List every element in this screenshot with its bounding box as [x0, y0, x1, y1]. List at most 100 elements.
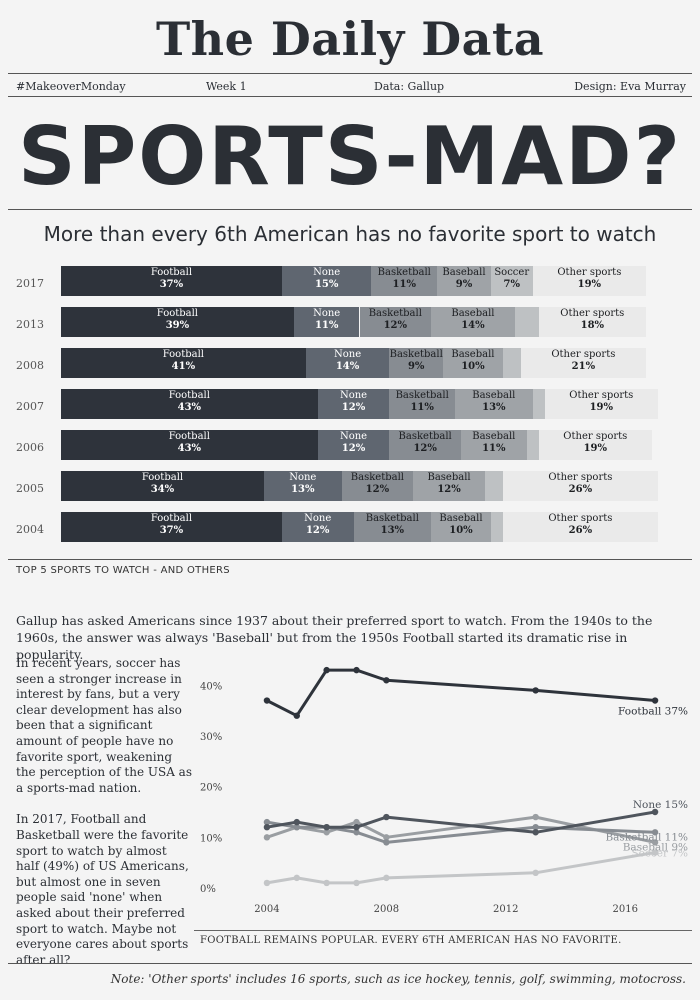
segment-name-label: Football: [141, 472, 184, 483]
bar-segment-basketball-2008: Basketball 9%: [389, 348, 444, 378]
segment-value-label: 13%: [380, 525, 405, 536]
segment-value-label: 14%: [461, 320, 485, 331]
data-point-soccer: [383, 874, 390, 882]
masthead-bottom-rule: [8, 96, 692, 97]
segment-name-label: Baseball: [442, 267, 486, 278]
series-line-soccer: [266, 851, 656, 885]
series-end-label-basketball: Basketball 11%: [605, 831, 688, 843]
data-point-football: [263, 697, 271, 704]
year-label-2006: 2006: [16, 441, 44, 454]
segment-name-label: Football: [168, 390, 210, 401]
segment-name-label: Basketball: [377, 267, 431, 278]
series-end-label-football: Football 37%: [618, 706, 688, 718]
x-tick-label: 2012: [493, 904, 518, 915]
bar-segment-baseball-2006: Baseball 11%: [460, 430, 527, 460]
bar-segment-baseball-2008: Baseball 10%: [443, 348, 503, 378]
segment-value-label: 43%: [177, 402, 202, 413]
segment-value-label: 15%: [314, 279, 339, 290]
intro-paragraph: Gallup has asked Americans since 1937 ab…: [16, 613, 653, 662]
data-point-soccer: [323, 879, 330, 887]
segment-value-label: 13%: [291, 484, 315, 495]
bar-segment-baseball-2017: Baseball 9%: [437, 266, 491, 296]
bar-segment-other-sports-2005: Other sports 26%: [502, 471, 658, 501]
bar-segment-football-2008: Football 41%: [61, 348, 306, 378]
bar-segment-other-sports-2007: Other sports 19%: [544, 389, 658, 419]
y-tick-label: 10%: [200, 833, 222, 844]
bar-segment-soccer-2008: [502, 348, 521, 378]
segment-name-label: Soccer: [494, 267, 530, 278]
footnote: Note: 'Other sports' includes 16 sports,…: [110, 972, 686, 986]
segment-value-label: 43%: [177, 443, 202, 454]
bar-segment-other-sports-2006: Other sports 19%: [538, 430, 653, 460]
source-label: Data: Gallup: [374, 80, 445, 93]
bar-segment-other-sports-2013: Other sports 18%: [538, 307, 647, 337]
segment-name-label: Basketball: [395, 390, 449, 401]
data-point-basketball: [293, 824, 300, 831]
y-tick-label: 40%: [200, 681, 222, 692]
segment-value-label: 39%: [165, 320, 190, 331]
headline: SPORTS-MAD?: [18, 110, 682, 203]
y-tick-label: 20%: [200, 783, 222, 794]
data-point-baseball: [383, 834, 390, 841]
stacked-bar-chart: 2017 Football 37% None 15% Basketball 11% Baseb…: [0, 262, 700, 552]
y-tick-label: 0%: [200, 884, 216, 895]
side-text: In recent years, soccer has seen a stron…: [16, 656, 192, 984]
segment-value-label: 7%: [503, 279, 520, 290]
segment-value-label: 9%: [455, 279, 473, 290]
series-end-label-none: None 15%: [633, 799, 688, 811]
data-point-soccer: [263, 879, 271, 887]
segment-name-label: Baseball: [439, 513, 483, 524]
segment-name-label: Football: [168, 431, 210, 442]
data-point-baseball: [353, 818, 360, 826]
data-point-basketball: [532, 824, 539, 831]
segment-name-label: Football: [150, 513, 193, 524]
segment-value-label: 11%: [482, 443, 506, 454]
segment-value-label: 12%: [341, 443, 366, 454]
segment-name-label: Football: [156, 308, 199, 319]
segment-name-label: Football: [150, 267, 193, 278]
year-label-2005: 2005: [16, 482, 44, 495]
segment-name-label: None: [304, 513, 332, 524]
segment-name-label: Basketball: [398, 431, 452, 442]
segment-value-label: 12%: [437, 484, 461, 495]
line-chart-rule: [194, 930, 692, 931]
data-point-basketball: [353, 829, 360, 836]
segment-name-label: Baseball: [451, 349, 495, 360]
bar-segment-football-2005: Football 34%: [61, 471, 264, 501]
bar-segment-baseball-2013: Baseball 14%: [431, 307, 515, 337]
hashtag-label: #MakeoverMonday: [16, 80, 126, 93]
series-end-label-baseball: Baseball 9%: [623, 841, 688, 853]
bar-segment-other-sports-2004: Other sports 26%: [502, 512, 658, 542]
segment-value-label: 9%: [407, 361, 425, 372]
week-label: Week 1: [206, 80, 247, 93]
data-point-football: [383, 677, 390, 684]
segment-name-label: Basketball: [350, 472, 404, 483]
side-paragraph-2: In 2017, Football and Basketball were th…: [16, 812, 189, 967]
data-point-none: [293, 818, 300, 826]
segment-value-label: 11%: [392, 279, 416, 290]
data-point-football: [651, 697, 659, 704]
bar-segment-none-2013: None 11%: [293, 307, 360, 337]
bar-segment-other-sports-2017: Other sports 19%: [532, 266, 647, 296]
data-point-basketball: [651, 829, 659, 836]
segment-value-label: 41%: [171, 361, 196, 372]
data-point-none: [651, 808, 659, 816]
segment-value-label: 26%: [568, 525, 593, 536]
data-point-baseball: [263, 834, 271, 841]
segment-name-label: Baseball: [472, 390, 516, 401]
bar-segment-none-2008: None 14%: [305, 348, 390, 378]
year-label-2017: 2017: [16, 277, 44, 290]
data-point-football: [323, 666, 330, 674]
data-point-baseball: [532, 813, 539, 821]
segment-name-label: Basketball: [368, 308, 422, 319]
bar-segment-soccer-2007: [532, 389, 545, 419]
data-point-soccer: [293, 874, 300, 882]
footer-rule: [8, 963, 692, 964]
segment-name-label: Other sports: [560, 308, 625, 319]
side-paragraph-1: In recent years, soccer has seen a stron…: [16, 656, 192, 795]
segment-value-label: 12%: [413, 443, 437, 454]
segment-name-label: Other sports: [548, 472, 613, 483]
segment-name-label: None: [313, 267, 341, 278]
x-tick-label: 2016: [612, 904, 637, 915]
design-credit-label: Design: Eva Murray: [574, 80, 686, 93]
